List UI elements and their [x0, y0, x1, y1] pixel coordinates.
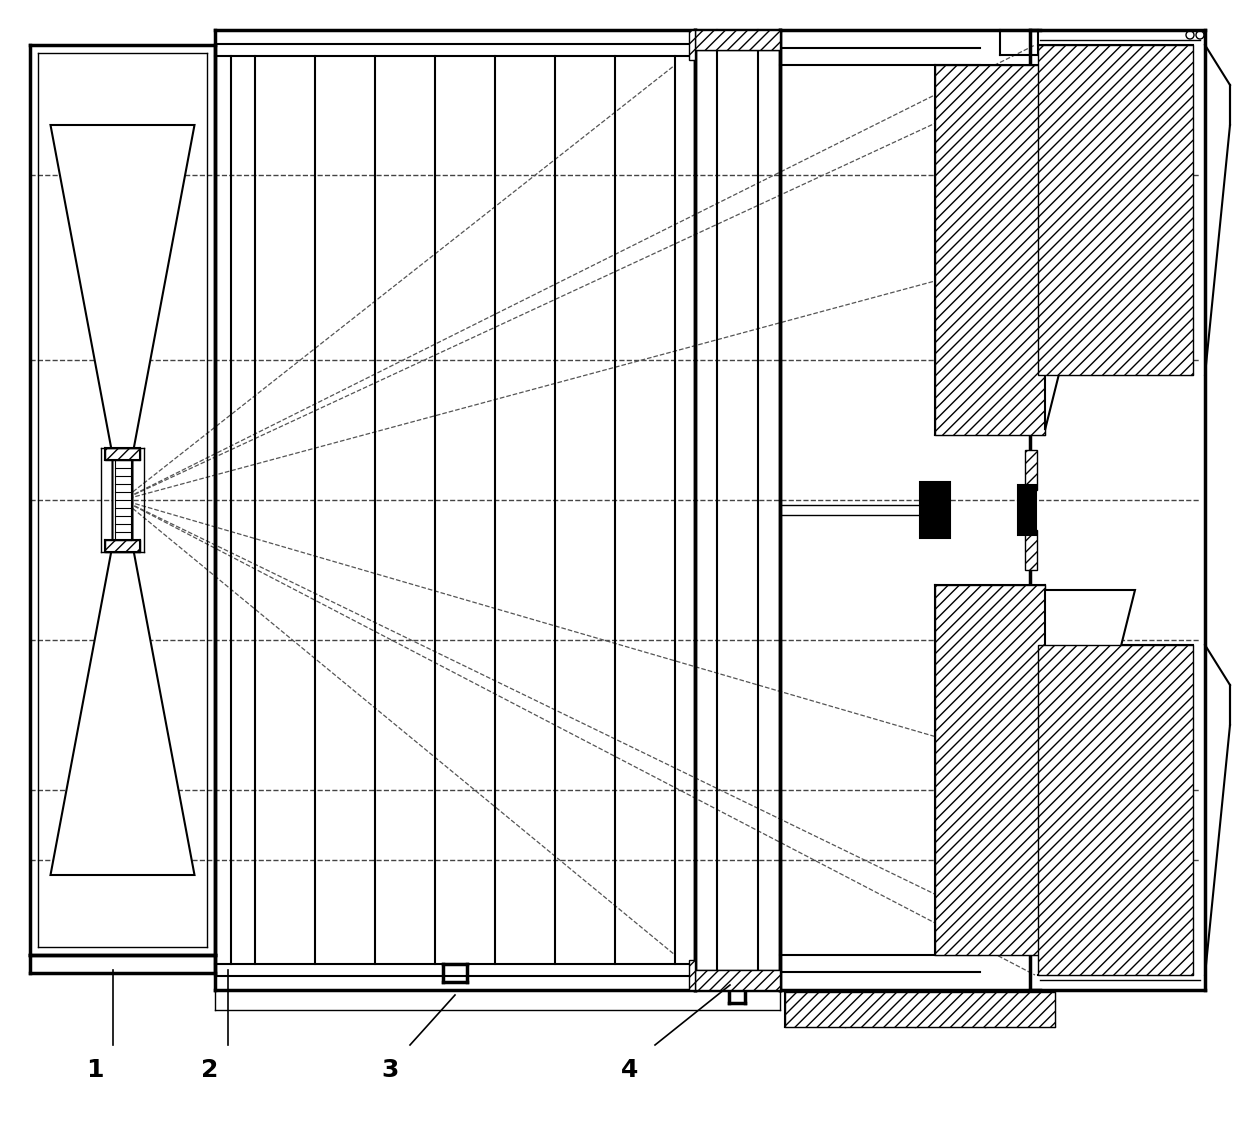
Bar [935, 65, 1045, 435]
Bar [1038, 645, 1193, 975]
Polygon shape [1045, 590, 1135, 949]
Text: 2: 2 [201, 1058, 218, 1082]
Bar [920, 482, 950, 538]
Bar [785, 992, 1055, 1027]
Bar [1025, 530, 1037, 569]
Bar [689, 30, 694, 61]
Polygon shape [51, 126, 195, 876]
Text: 4: 4 [621, 1058, 639, 1082]
Bar [689, 960, 694, 990]
Bar [105, 540, 140, 552]
Text: 1: 1 [87, 1058, 104, 1082]
Bar [1025, 450, 1037, 490]
Bar [1018, 485, 1035, 535]
Bar [1038, 45, 1193, 376]
Bar [694, 30, 780, 50]
Bar [105, 448, 140, 460]
Polygon shape [1045, 70, 1135, 430]
Bar [935, 585, 1045, 955]
Text: 3: 3 [382, 1058, 399, 1082]
Bar [694, 970, 780, 990]
